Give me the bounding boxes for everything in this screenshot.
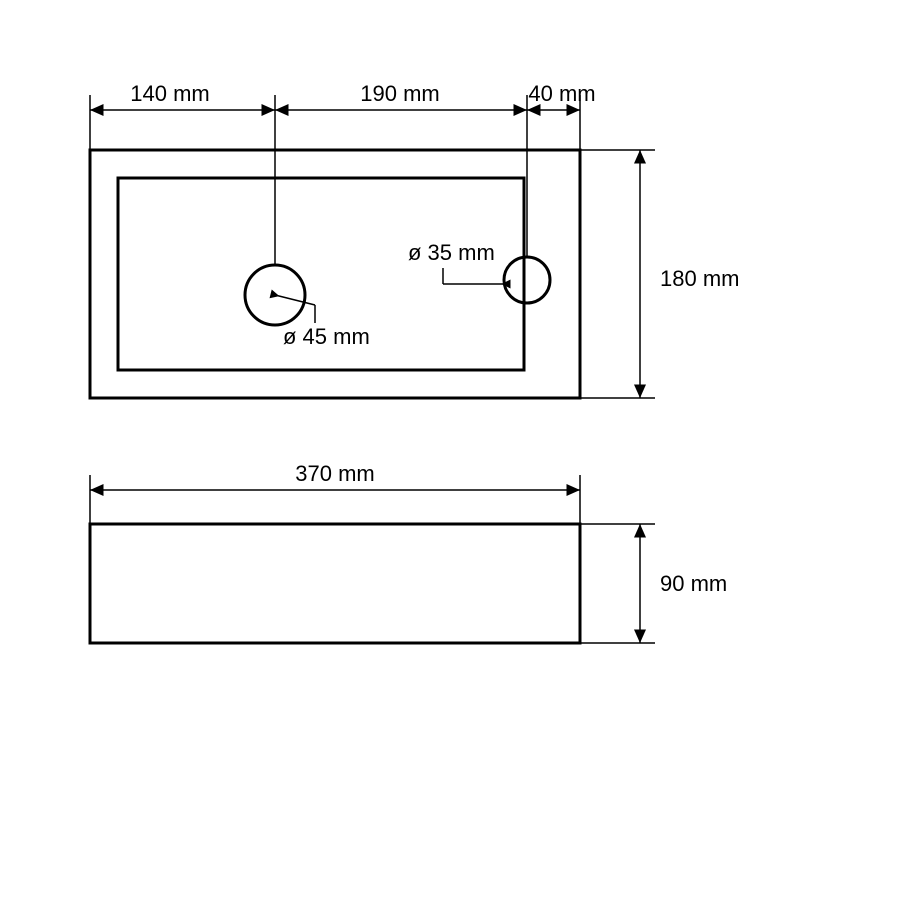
dim-top-140: 140 mm	[90, 81, 275, 110]
front-body	[90, 524, 580, 643]
dim-top-40: 40 mm	[527, 81, 596, 110]
dim-right-90: 90 mm	[580, 524, 727, 643]
dim-label: 90 mm	[660, 571, 727, 596]
callout-label: ø 45 mm	[283, 324, 370, 349]
technical-drawing: 140 mm 190 mm 40 mm 180 mm ø 45 mm ø 35	[0, 0, 900, 900]
tap-hole	[504, 257, 550, 303]
dim-label: 180 mm	[660, 266, 739, 291]
dim-right-180: 180 mm	[580, 150, 739, 398]
callout-label: ø 35 mm	[408, 240, 495, 265]
dim-top-370: 370 mm	[90, 461, 580, 524]
callout-35: ø 35 mm	[408, 240, 506, 284]
dim-label: 370 mm	[295, 461, 374, 486]
dim-label: 40 mm	[528, 81, 595, 106]
dim-label: 140 mm	[130, 81, 209, 106]
side-view: 370 mm 90 mm	[90, 461, 727, 643]
dim-label: 190 mm	[360, 81, 439, 106]
outer-body	[90, 150, 580, 398]
dim-top-190: 190 mm	[275, 81, 527, 110]
top-view: 140 mm 190 mm 40 mm 180 mm ø 45 mm ø 35	[90, 81, 739, 398]
